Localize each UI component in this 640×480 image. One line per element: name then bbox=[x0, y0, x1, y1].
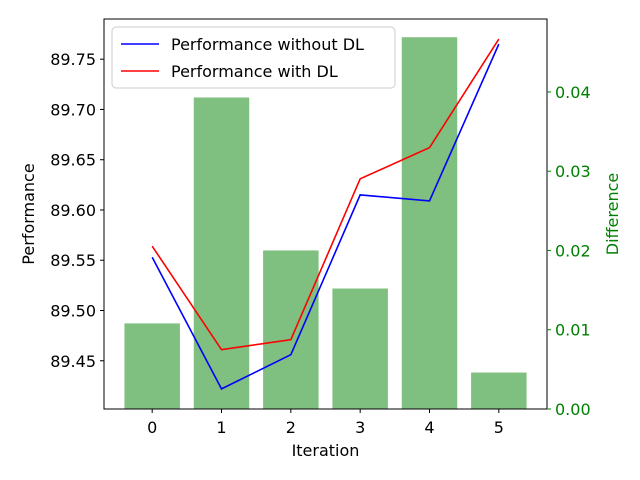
y-tick-label: 89.55 bbox=[50, 251, 96, 270]
x-tick-label: 5 bbox=[494, 418, 504, 437]
diff-bar-4 bbox=[401, 37, 458, 409]
line-series-1 bbox=[151, 38, 500, 351]
legend: Performance without DL Performance with D… bbox=[111, 26, 396, 89]
y2-tick-label: 0.04 bbox=[555, 83, 591, 102]
lines-layer bbox=[151, 38, 500, 390]
y2-tick-label: 0.01 bbox=[555, 321, 591, 340]
x-tick-label: 2 bbox=[286, 418, 296, 437]
y2-tick-label: 0.02 bbox=[555, 241, 591, 260]
x-tick-label: 3 bbox=[355, 418, 365, 437]
x-tick-label: 1 bbox=[216, 418, 226, 437]
y-tick-label: 89.50 bbox=[50, 301, 96, 320]
y2-tick-label: 0.00 bbox=[555, 400, 591, 419]
y2-tick-label: 0.03 bbox=[555, 162, 591, 181]
y-axis-right: 0.00 0.01 0.02 0.03 0.04 bbox=[547, 83, 591, 419]
plot-frame bbox=[103, 18, 548, 410]
x-tick-label: 0 bbox=[147, 418, 157, 437]
y2-axis-label: Difference bbox=[603, 173, 622, 255]
legend-label-1: Performance with DL bbox=[171, 62, 338, 81]
diff-bar-5 bbox=[471, 372, 527, 409]
legend-label-0: Performance without DL bbox=[171, 35, 364, 54]
y-tick-label: 89.70 bbox=[50, 100, 96, 119]
x-tick-label: 4 bbox=[424, 418, 434, 437]
legend-box bbox=[111, 26, 396, 89]
y-axis-label: Performance bbox=[19, 163, 38, 264]
x-axis-label: Iteration bbox=[292, 441, 360, 460]
x-axis: 0 1 2 3 4 5 bbox=[147, 409, 504, 437]
y-axis-left: 89.45 89.50 89.55 89.60 89.65 89.70 89.75 bbox=[50, 50, 104, 371]
y-tick-label: 89.60 bbox=[50, 201, 96, 220]
diff-bar-2 bbox=[263, 250, 319, 409]
y-tick-label: 89.75 bbox=[50, 50, 96, 69]
y-tick-label: 89.45 bbox=[50, 352, 96, 371]
bars-layer bbox=[124, 37, 527, 409]
y-tick-label: 89.65 bbox=[50, 151, 96, 170]
diff-bar-3 bbox=[332, 288, 388, 409]
diff-bar-1 bbox=[193, 97, 250, 409]
diff-bar-0 bbox=[124, 323, 180, 409]
line-series-0 bbox=[151, 43, 500, 390]
